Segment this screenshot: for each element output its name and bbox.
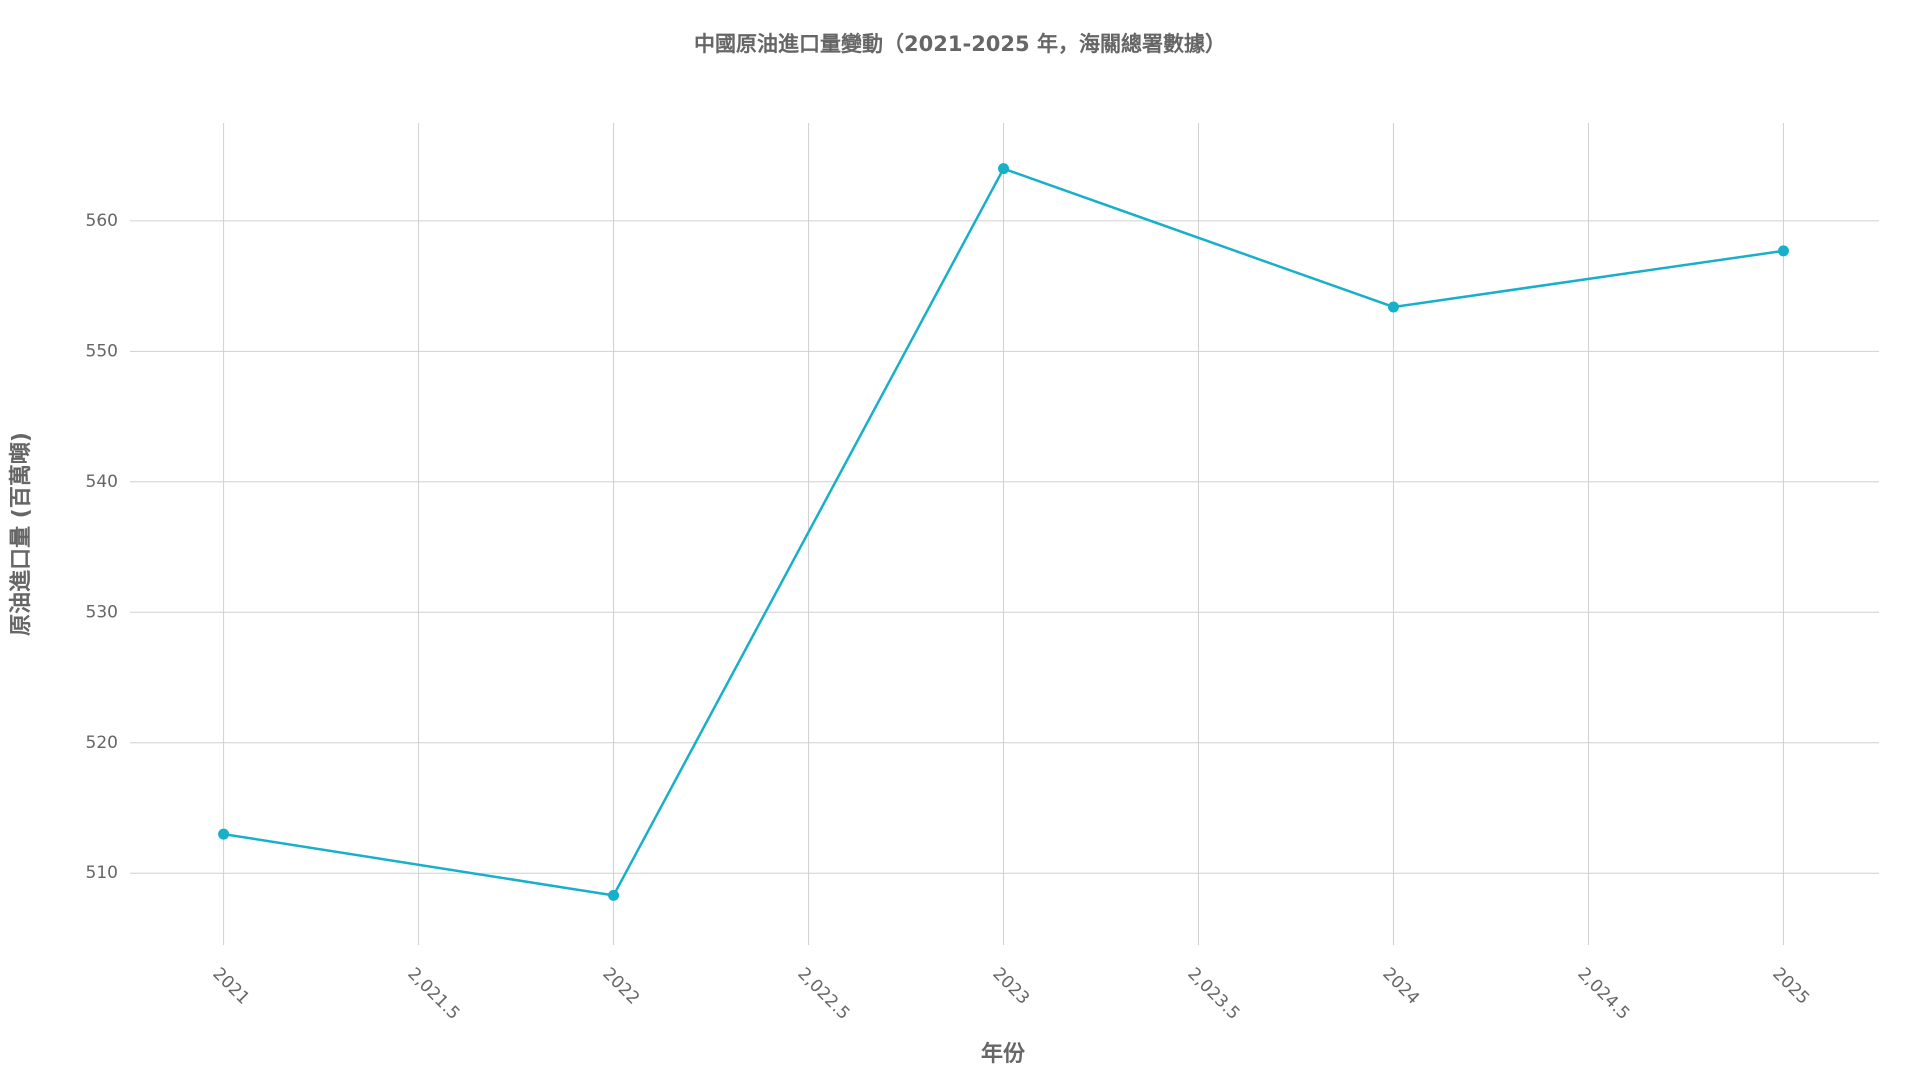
data-point: [608, 889, 620, 901]
x-tick-label: 2021: [209, 964, 254, 1009]
y-tick-label: 540: [86, 472, 118, 492]
chart-title: 中國原油進口量變動（2021-2025 年，海關總署數據）: [694, 32, 1226, 56]
x-tick-label: 2,021.5: [404, 964, 464, 1024]
x-tick-label: 2,024.5: [1573, 964, 1633, 1024]
data-point: [1777, 245, 1789, 257]
x-tick-label: 2,023.5: [1183, 964, 1243, 1024]
x-axis-title: 年份: [981, 1041, 1026, 1067]
data-point: [1387, 301, 1399, 313]
x-tick-label: 2025: [1768, 964, 1813, 1009]
x-tick-label: 2022: [598, 964, 643, 1009]
x-tick-label: 2,022.5: [793, 964, 853, 1024]
y-tick-label: 530: [86, 602, 118, 622]
x-tick-label: 2024: [1378, 964, 1423, 1009]
x-tick-label: 2023: [988, 964, 1033, 1009]
y-tick-label: 550: [86, 341, 118, 361]
y-tick-label: 560: [86, 211, 118, 231]
y-axis-title: 原油進口量 (百萬噸): [9, 432, 34, 636]
y-tick-label: 520: [86, 733, 118, 753]
data-point: [998, 163, 1010, 175]
data-point: [218, 828, 230, 840]
y-tick-label: 510: [86, 863, 118, 883]
